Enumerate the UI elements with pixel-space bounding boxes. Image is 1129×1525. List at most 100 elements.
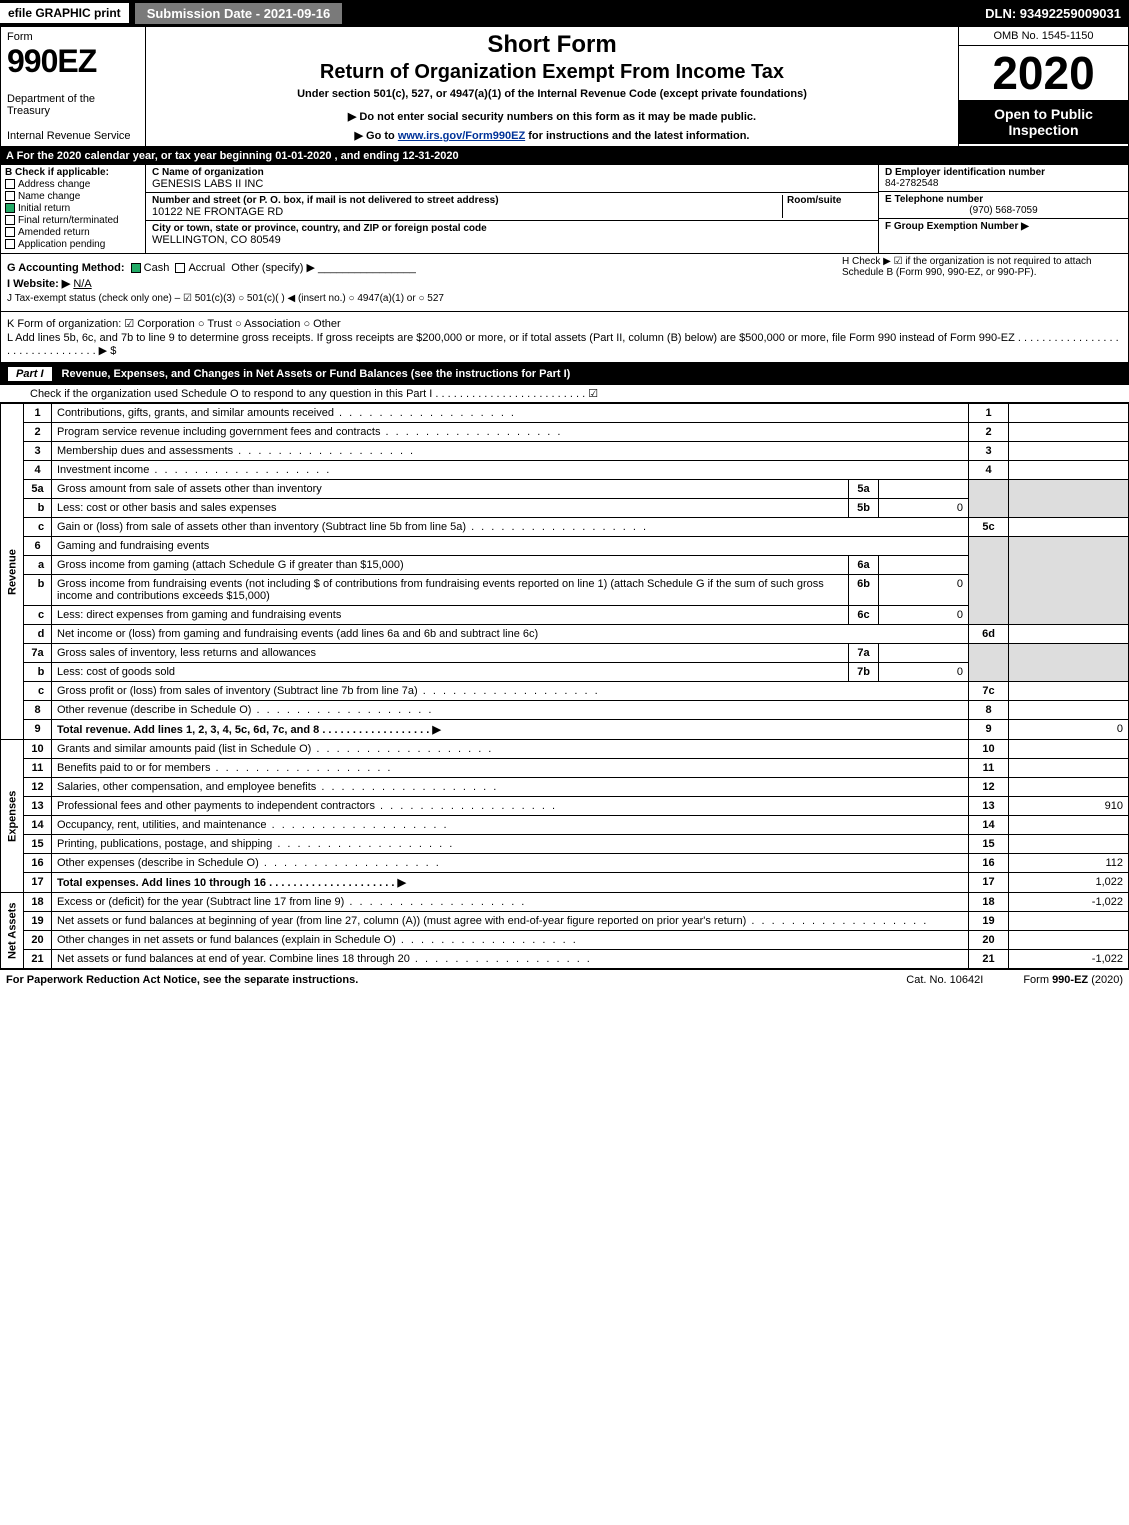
part1-subtitle: Check if the organization used Schedule … <box>0 385 1129 403</box>
shade-7-amt <box>1009 644 1129 682</box>
line-8-box: 8 <box>969 701 1009 720</box>
line-17-desc: Total expenses. Add lines 10 through 16 … <box>52 873 969 893</box>
line-6d-box: 6d <box>969 625 1009 644</box>
line-6d-desc: Net income or (loss) from gaming and fun… <box>52 625 969 644</box>
line-6-desc: Gaming and fundraising events <box>52 537 969 556</box>
phone-label: E Telephone number <box>885 194 1122 205</box>
chk-accrual[interactable] <box>175 263 185 273</box>
section-g-h-i-j: H Check ▶ ☑ if the organization is not r… <box>0 254 1129 312</box>
dept-treasury: Department of the Treasury <box>7 93 139 117</box>
line-4-desc: Investment income <box>52 461 969 480</box>
section-k-l: K Form of organization: ☑ Corporation ○ … <box>0 312 1129 363</box>
line-6c-ma: 0 <box>879 606 969 625</box>
line-15-box: 15 <box>969 835 1009 854</box>
line-16-num: 16 <box>24 854 52 873</box>
line-21-box: 21 <box>969 950 1009 969</box>
line-11-amt <box>1009 759 1129 778</box>
goto-prefix: ▶ Go to <box>355 130 398 142</box>
line-5c-desc: Gain or (loss) from sale of assets other… <box>52 518 969 537</box>
section-b-through-f: B Check if applicable: Address change Na… <box>0 165 1129 254</box>
chk-cash[interactable] <box>131 263 141 273</box>
line-11-num: 11 <box>24 759 52 778</box>
line-19-desc: Net assets or fund balances at beginning… <box>52 912 969 931</box>
line-7b-desc: Less: cost of goods sold <box>52 663 849 682</box>
line-4-box: 4 <box>969 461 1009 480</box>
line-i: I Website: ▶ N/A <box>7 277 1122 290</box>
line-19-amt <box>1009 912 1129 931</box>
line-6c-num: c <box>24 606 52 625</box>
line-17-box: 17 <box>969 873 1009 893</box>
line-6-num: 6 <box>24 537 52 556</box>
line-19-num: 19 <box>24 912 52 931</box>
line-4-amt <box>1009 461 1129 480</box>
line-10-amt <box>1009 740 1129 759</box>
line-15-num: 15 <box>24 835 52 854</box>
line-7c-box: 7c <box>969 682 1009 701</box>
line-10-num: 10 <box>24 740 52 759</box>
line-6a-mb: 6a <box>849 556 879 575</box>
line-6b-mb: 6b <box>849 575 879 606</box>
org-name-value: GENESIS LABS II INC <box>152 178 872 190</box>
line-18-desc: Excess or (deficit) for the year (Subtra… <box>52 893 969 912</box>
phone-value: (970) 568-7059 <box>885 205 1122 216</box>
line-9-desc-text: Total revenue. Add lines 1, 2, 3, 4, 5c,… <box>57 724 441 736</box>
line-1-desc: Contributions, gifts, grants, and simila… <box>52 404 969 423</box>
tax-year: 2020 <box>959 46 1128 100</box>
line-14-desc: Occupancy, rent, utilities, and maintena… <box>52 816 969 835</box>
line-7a-desc: Gross sales of inventory, less returns a… <box>52 644 849 663</box>
line-7b-num: b <box>24 663 52 682</box>
irs-link[interactable]: www.irs.gov/Form990EZ <box>398 130 525 142</box>
line-2-desc: Program service revenue including govern… <box>52 423 969 442</box>
line-18-box: 18 <box>969 893 1009 912</box>
org-name-label: C Name of organization <box>152 167 872 178</box>
line-6d-amt <box>1009 625 1129 644</box>
open-to-public: Open to Public Inspection <box>959 100 1128 144</box>
line-11-desc: Benefits paid to or for members <box>52 759 969 778</box>
line-18-num: 18 <box>24 893 52 912</box>
line-3-box: 3 <box>969 442 1009 461</box>
chk-name-change[interactable]: Name change <box>5 191 141 202</box>
ein-value: 84-2782548 <box>885 178 1122 189</box>
shade-7 <box>969 644 1009 682</box>
line-13-num: 13 <box>24 797 52 816</box>
website-value: N/A <box>73 278 91 290</box>
line-6a-num: a <box>24 556 52 575</box>
line-l: L Add lines 5b, 6c, and 7b to line 9 to … <box>7 332 1122 357</box>
accounting-method-label: G Accounting Method: <box>7 262 125 274</box>
form-header: Form 990EZ Department of the Treasury In… <box>0 26 1129 147</box>
chk-address-change[interactable]: Address change <box>5 179 141 190</box>
line-21-num: 21 <box>24 950 52 969</box>
line-17-amt: 1,022 <box>1009 873 1129 893</box>
line-6b-num: b <box>24 575 52 606</box>
line-7b-mb: 7b <box>849 663 879 682</box>
line-6a-ma <box>879 556 969 575</box>
chk-final-return[interactable]: Final return/terminated <box>5 215 141 226</box>
line-9-desc: Total revenue. Add lines 1, 2, 3, 4, 5c,… <box>52 720 969 740</box>
line-16-amt: 112 <box>1009 854 1129 873</box>
cat-number: Cat. No. 10642I <box>906 974 983 986</box>
ssn-warning: ▶ Do not enter social security numbers o… <box>154 110 950 123</box>
line-12-desc: Salaries, other compensation, and employ… <box>52 778 969 797</box>
line-5a-num: 5a <box>24 480 52 499</box>
line-7c-amt <box>1009 682 1129 701</box>
line-5c-num: c <box>24 518 52 537</box>
line-14-box: 14 <box>969 816 1009 835</box>
line-6c-desc: Less: direct expenses from gaming and fu… <box>52 606 849 625</box>
line-8-amt <box>1009 701 1129 720</box>
line-21-amt: -1,022 <box>1009 950 1129 969</box>
line-5c-box: 5c <box>969 518 1009 537</box>
line-15-desc: Printing, publications, postage, and shi… <box>52 835 969 854</box>
address-value: 10122 NE FRONTAGE RD <box>152 206 782 218</box>
part1-title: Revenue, Expenses, and Changes in Net As… <box>62 368 571 380</box>
line-8-desc: Other revenue (describe in Schedule O) <box>52 701 969 720</box>
line-20-box: 20 <box>969 931 1009 950</box>
line-7c-num: c <box>24 682 52 701</box>
chk-initial-return[interactable]: Initial return <box>5 203 141 214</box>
line-5a-ma <box>879 480 969 499</box>
chk-amended-return[interactable]: Amended return <box>5 227 141 238</box>
header-left: Form 990EZ Department of the Treasury In… <box>1 27 146 146</box>
efile-print-label[interactable]: efile GRAPHIC print <box>0 3 129 23</box>
line-8-num: 8 <box>24 701 52 720</box>
line-20-amt <box>1009 931 1129 950</box>
chk-application-pending[interactable]: Application pending <box>5 239 141 250</box>
